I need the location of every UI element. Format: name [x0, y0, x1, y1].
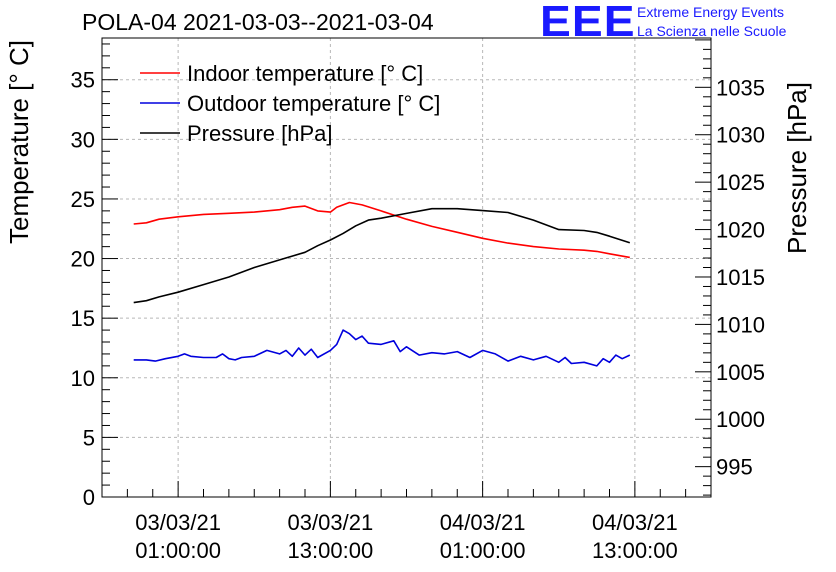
y-tick-label: 15	[71, 306, 95, 331]
x-tick-label-date: 03/03/21	[135, 510, 221, 535]
y2-tick-label: 1010	[716, 312, 765, 337]
y2-tick-label: 995	[716, 455, 753, 480]
y2-tick-label: 1030	[716, 123, 765, 148]
x-tick-label-time: 01:00:00	[135, 538, 221, 563]
x-tick-label-date: 03/03/21	[288, 510, 374, 535]
y2-tick-label: 1000	[716, 407, 765, 432]
legend: Indoor temperature [° C] Outdoor temperat…	[140, 61, 440, 146]
brand-line-1: Extreme Energy Events	[637, 4, 785, 20]
y2-tick-label: 1005	[716, 360, 765, 385]
legend-pressure-label: Pressure [hPa]	[187, 121, 333, 146]
y-axis-label: Temperature [° C]	[4, 40, 34, 244]
brand-line-2: La Scienza nelle Scuole	[637, 23, 787, 39]
y2-tick-label: 1015	[716, 265, 765, 290]
x-axis: 03/03/21 01:00:00 03/03/21 13:00:00 04/03/21…	[101, 481, 712, 563]
x-tick-label-time: 13:00:00	[288, 538, 374, 563]
legend-outdoor-label: Outdoor temperature [° C]	[187, 91, 440, 116]
chart-title: POLA-04 2021-03-03--2021-03-04	[82, 9, 434, 35]
y-tick-label: 0	[83, 485, 95, 510]
y2-axis-label: Pressure [hPa]	[782, 82, 812, 254]
grid	[102, 38, 711, 498]
y-tick-label: 25	[71, 187, 95, 212]
y2-tick-label: 1035	[716, 75, 765, 100]
y-tick-label: 30	[71, 127, 95, 152]
y-tick-label: 20	[71, 247, 95, 272]
y2-tick-label: 1025	[716, 170, 765, 195]
x-tick-label-date: 04/03/21	[440, 510, 526, 535]
series-lines	[133, 201, 631, 367]
y-axis: 0 5 10 15 20 25 30 35	[71, 43, 118, 510]
y-tick-label: 10	[71, 366, 95, 391]
x-tick-label-time: 01:00:00	[440, 538, 526, 563]
y-tick-label: 35	[71, 68, 95, 93]
x-tick-label-date: 04/03/21	[592, 510, 678, 535]
y2-tick-label: 1020	[716, 218, 765, 243]
y-tick-label: 5	[83, 425, 95, 450]
outdoor-temperature-line	[133, 329, 631, 367]
indoor-temperature-line	[133, 201, 630, 259]
x-tick-label-time: 13:00:00	[592, 538, 678, 563]
legend-indoor-label: Indoor temperature [° C]	[187, 61, 423, 86]
y2-axis: 995 1000 1005 1010 1015 1020 1025 1030 1035	[695, 39, 765, 496]
pressure-line	[133, 207, 631, 304]
